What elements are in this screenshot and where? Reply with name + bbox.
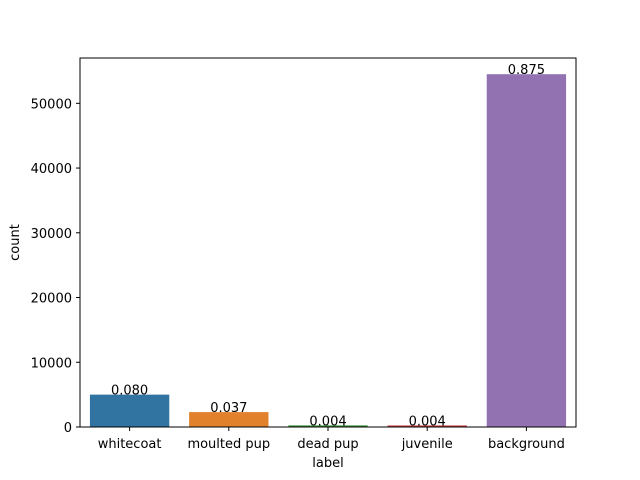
y-axis-label: count (8, 224, 23, 261)
y-tick-label: 30000 (31, 227, 72, 242)
data-labels-group: 0.080 0.037 0.004 0.004 0.875 (111, 63, 545, 429)
data-label: 0.875 (508, 63, 545, 78)
bars-group (89, 74, 567, 428)
y-tick-label: 0 (64, 421, 72, 436)
bar-moulted-pup (189, 412, 269, 427)
data-label: 0.037 (210, 401, 247, 416)
x-tick-label: whitecoat (98, 437, 162, 452)
y-tick-label: 10000 (31, 356, 72, 371)
x-tick-label: dead pup (297, 437, 358, 452)
x-tick-label: moulted pup (187, 437, 270, 452)
bar-whitecoat (89, 394, 170, 427)
y-tick-label: 50000 (31, 97, 72, 112)
x-tick-label: background (488, 437, 565, 452)
y-tick-label: 20000 (31, 292, 72, 307)
x-axis-label: label (312, 456, 343, 471)
data-label: 0.004 (309, 414, 346, 429)
bar-background (486, 74, 567, 428)
y-tick-label: 40000 (31, 162, 72, 177)
data-label: 0.004 (409, 414, 446, 429)
y-axis-ticks: 0 10000 20000 30000 40000 50000 (31, 97, 80, 436)
bar-dead-pup (288, 425, 368, 427)
x-tick-label: juvenile (401, 437, 453, 452)
bar-juvenile (387, 425, 467, 427)
x-axis-ticks: whitecoat moulted pup dead pup juvenile back… (98, 427, 565, 452)
data-label: 0.080 (111, 384, 148, 399)
